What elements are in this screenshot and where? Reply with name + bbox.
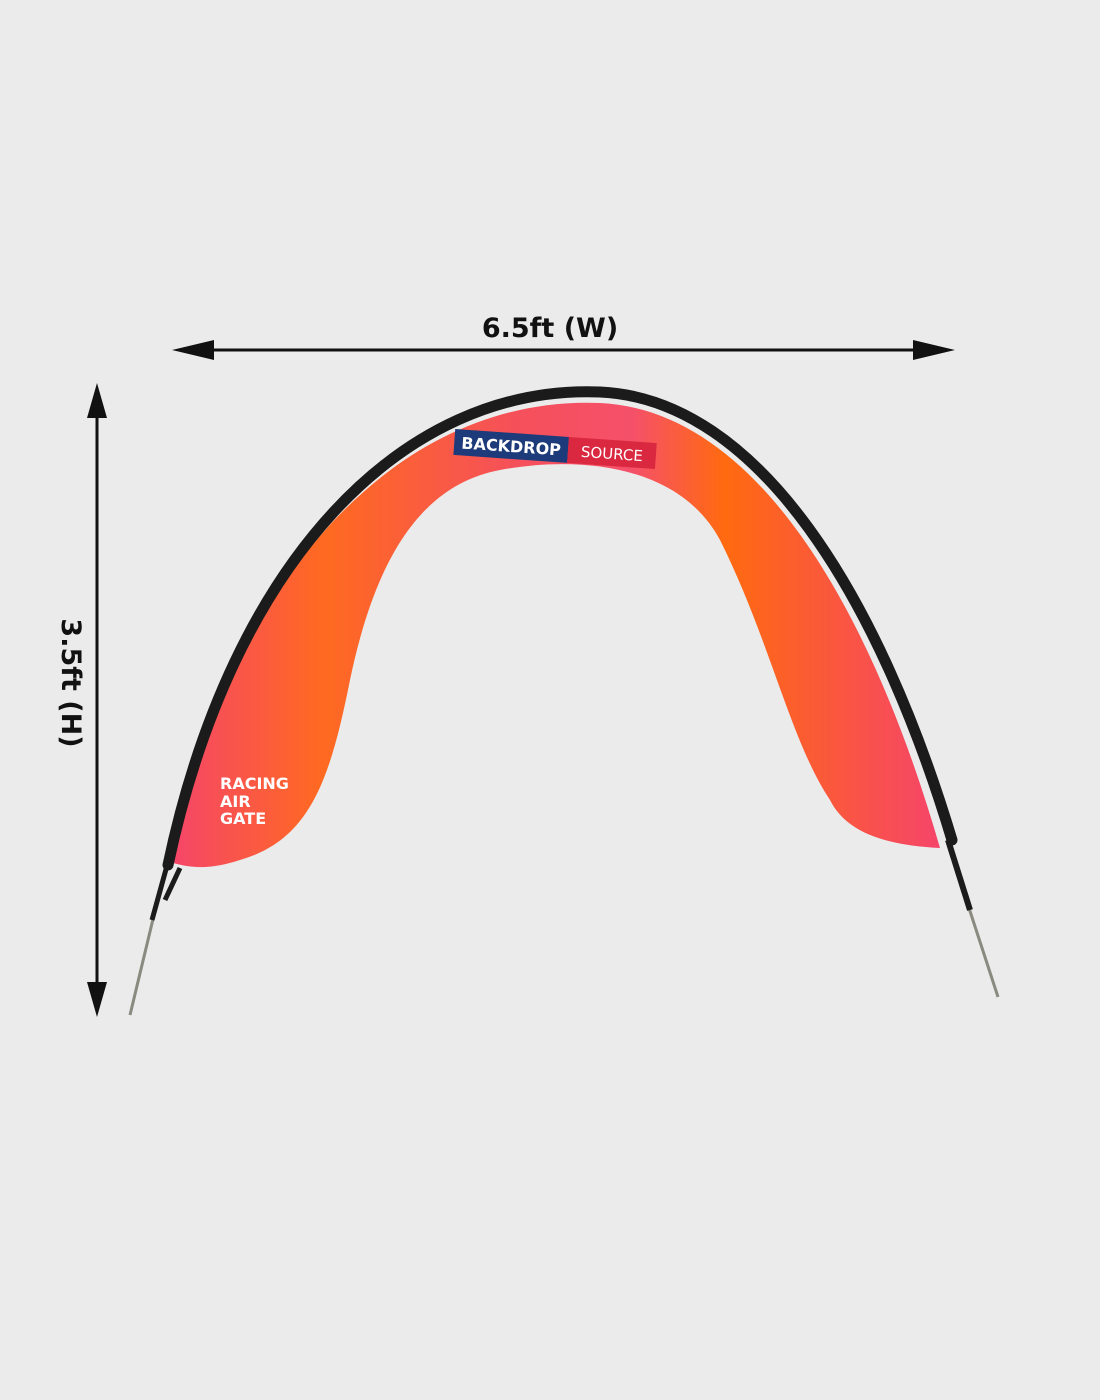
right-ground-stake — [966, 904, 1000, 998]
product-name-line: GATE — [220, 809, 266, 828]
height-label: 3.5ft (H) — [55, 618, 86, 747]
height-dimension-arrow — [87, 383, 107, 1017]
width-label: 6.5ft (W) — [482, 313, 618, 344]
logo-text-source: SOURCE — [580, 443, 643, 465]
product-name-line: AIR — [220, 792, 251, 811]
width-dimension-arrow — [172, 340, 955, 360]
product-name: RACING AIR GATE — [220, 774, 289, 828]
brand-logo: BACKDROP SOURCE — [453, 428, 657, 470]
arch-fabric — [170, 402, 940, 868]
product-name-line: RACING — [220, 774, 289, 793]
arch-frame-tube — [162, 386, 958, 871]
